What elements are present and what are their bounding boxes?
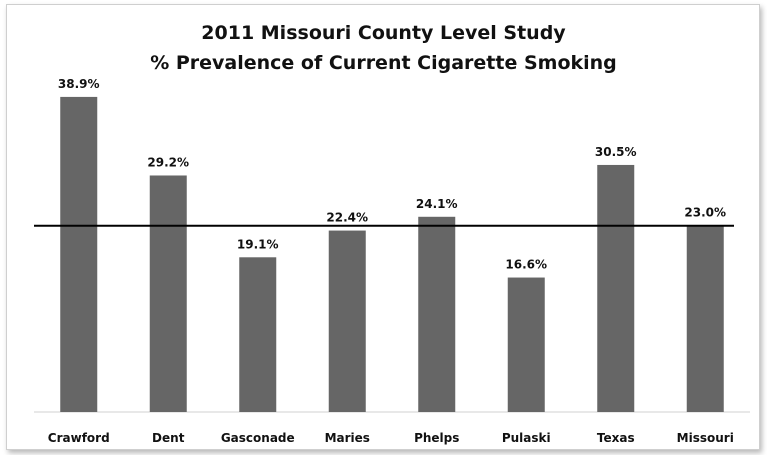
bar-phelps: [418, 216, 456, 412]
category-label-missouri: Missouri: [677, 431, 734, 445]
bar-dent: [149, 175, 187, 412]
bar-maries: [328, 230, 366, 412]
category-label-pulaski: Pulaski: [502, 431, 551, 445]
bar-pulaski: [507, 277, 545, 412]
category-label-dent: Dent: [152, 431, 185, 445]
category-label-texas: Texas: [597, 431, 635, 445]
data-label-pulaski: 16.6%: [505, 258, 547, 272]
chart-frame: [6, 4, 760, 450]
bar-missouri: [686, 225, 724, 412]
bar-texas: [597, 164, 635, 412]
category-label-phelps: Phelps: [414, 431, 459, 445]
category-label-maries: Maries: [325, 431, 370, 445]
data-label-gasconade: 19.1%: [237, 237, 279, 251]
bar-crawford: [60, 96, 98, 412]
category-label-crawford: Crawford: [48, 431, 110, 445]
data-label-dent: 29.2%: [147, 155, 189, 169]
category-label-gasconade: Gasconade: [221, 431, 295, 445]
data-label-maries: 22.4%: [326, 211, 368, 225]
data-label-crawford: 38.9%: [58, 77, 100, 91]
data-label-texas: 30.5%: [595, 145, 637, 159]
chart-title: 2011 Missouri County Level Study: [201, 22, 566, 44]
data-label-missouri: 23.0%: [684, 206, 726, 220]
chart-subtitle: % Prevalence of Current Cigarette Smokin…: [150, 52, 617, 74]
data-label-phelps: 24.1%: [416, 197, 458, 211]
bars-group: 38.9% Crawford 29.2% Dent 19.1% Gasconade 22.4…: [48, 77, 734, 445]
bar-gasconade: [239, 257, 277, 412]
